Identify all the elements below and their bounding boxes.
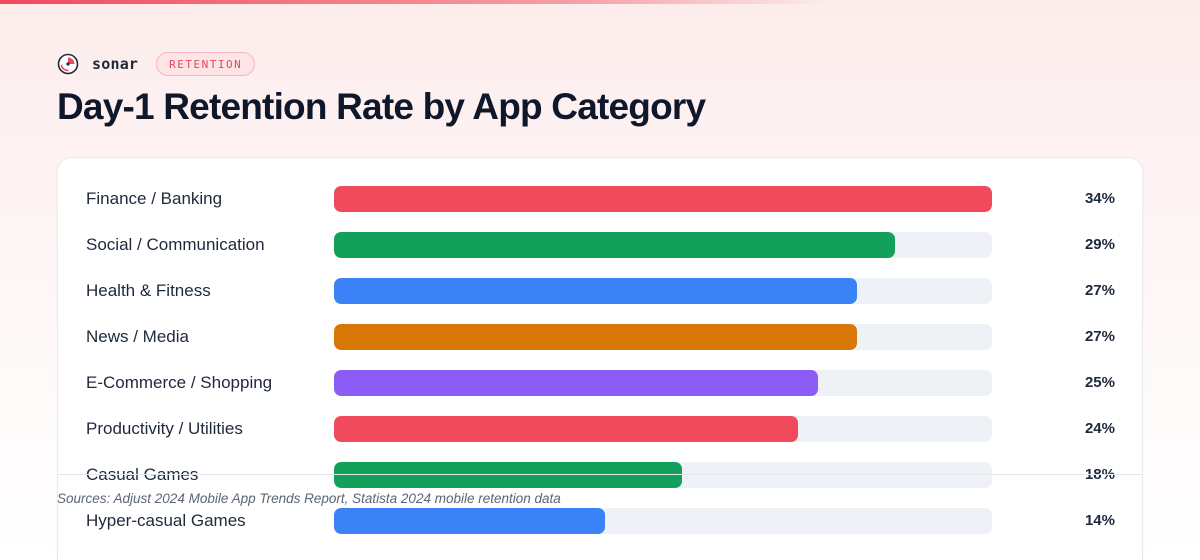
sonar-logo-icon [57,53,79,75]
bar-row: E-Commerce / Shopping 25% [58,370,1142,396]
category-label: E-Commerce / Shopping [86,373,273,392]
category-label: Casual Games [86,465,199,484]
value-label: 24% [1084,420,1115,437]
category-badge: RETENTION [156,52,256,76]
value-label: 27% [1084,282,1115,299]
bar [334,324,857,350]
bar-track [334,462,992,488]
bar-row: Social / Communication 29% [58,232,1142,258]
value-label: 25% [1084,374,1115,391]
source-note: Sources: Adjust 2024 Mobile App Trends R… [57,491,561,506]
bar-track [334,186,992,212]
page-title: Day-1 Retention Rate by App Category [57,86,706,127]
brand-header: sonar RETENTION [57,52,256,76]
value-label: 34% [1084,190,1115,207]
bar-track [334,278,992,304]
value-label: 27% [1084,328,1115,345]
value-label: 29% [1084,236,1115,253]
category-label: Hyper-casual Games [86,511,246,530]
brand-name: sonar [92,55,139,73]
bar-track [334,232,992,258]
category-label: Productivity / Utilities [86,419,243,438]
category-label: Finance / Banking [86,189,223,208]
bar [334,416,799,442]
bar-track [334,324,992,350]
bar-track [334,370,992,396]
bar [334,370,818,396]
top-accent-bar [0,0,830,4]
bar [334,232,896,258]
value-label: 18% [1084,466,1115,483]
bar [334,186,992,212]
bar-row: Hyper-casual Games 14% [58,508,1142,534]
bar-track [334,508,992,534]
bar [334,462,683,488]
chart-card: Finance / Banking 34% Social / Communicati… [57,157,1143,560]
bar-row: Productivity / Utilities 24% [58,416,1142,442]
bar [334,278,857,304]
bar-row: News / Media 27% [58,324,1142,350]
bar-track [334,416,992,442]
footer-divider [57,474,1143,475]
value-label: 14% [1084,512,1115,529]
category-label: News / Media [86,327,189,346]
bar-row: Health & Fitness 27% [58,278,1142,304]
bar [334,508,605,534]
bar-row: Finance / Banking 34% [58,186,1142,212]
category-label: Health & Fitness [86,281,211,300]
category-label: Social / Communication [86,235,265,254]
bar-row: Casual Games 18% [58,462,1142,488]
